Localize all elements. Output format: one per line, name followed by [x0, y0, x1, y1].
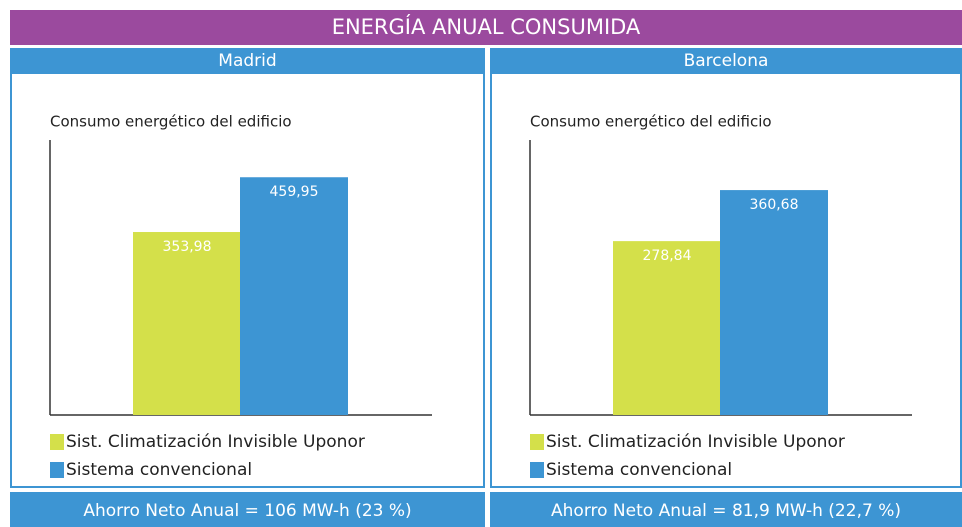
legend-swatch — [530, 434, 544, 450]
title-band — [10, 10, 962, 45]
legend-swatch — [50, 434, 64, 450]
panel-footer — [10, 492, 485, 527]
panel — [490, 72, 962, 488]
panel — [10, 72, 485, 488]
value-label: 459,95 — [270, 184, 319, 200]
legend-label: Sistema convencional — [66, 460, 252, 480]
legend-swatch — [50, 462, 64, 478]
panel-footer-text: Ahorro Neto Anual = 106 MW-h (23 %) — [83, 501, 411, 521]
panel-footer-text: Ahorro Neto Anual = 81,9 MW-h (22,7 %) — [551, 501, 901, 521]
panel-footer — [490, 492, 962, 527]
panel-header-text: Barcelona — [684, 51, 769, 71]
page-title: ENERGÍA ANUAL CONSUMIDA — [332, 14, 641, 39]
bar — [613, 241, 721, 415]
legend-label: Sistema convencional — [546, 460, 732, 480]
legend-swatch — [530, 462, 544, 478]
chart-title: Consumo energético del edificio — [530, 113, 772, 131]
legend-label: Sist. Climatización Invisible Uponor — [546, 432, 845, 452]
value-label: 360,68 — [750, 197, 799, 213]
value-label: 278,84 — [643, 248, 692, 264]
legend-label: Sist. Climatización Invisible Uponor — [66, 432, 365, 452]
chart-title: Consumo energético del edificio — [50, 113, 292, 131]
panel-header — [10, 48, 485, 72]
value-label: 353,98 — [163, 239, 212, 255]
bar — [720, 190, 828, 415]
bar — [240, 177, 348, 415]
panel-header — [490, 48, 962, 72]
bar — [133, 232, 241, 415]
panel-header-text: Madrid — [218, 51, 276, 71]
